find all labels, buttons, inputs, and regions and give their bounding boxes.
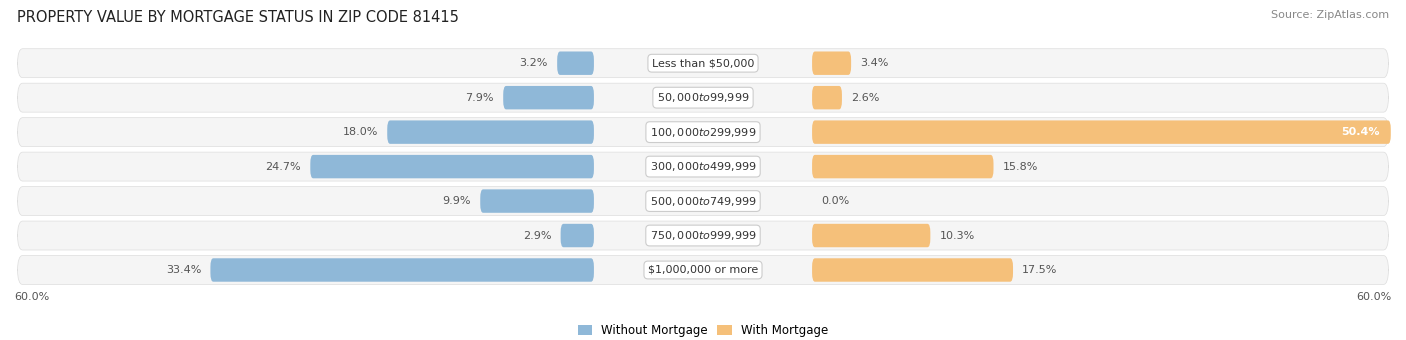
FancyBboxPatch shape (813, 51, 851, 75)
Legend: Without Mortgage, With Mortgage: Without Mortgage, With Mortgage (574, 319, 832, 340)
FancyBboxPatch shape (813, 155, 994, 178)
Text: 10.3%: 10.3% (939, 231, 974, 240)
Text: $100,000 to $299,999: $100,000 to $299,999 (650, 126, 756, 139)
Text: Source: ZipAtlas.com: Source: ZipAtlas.com (1271, 10, 1389, 20)
Text: $300,000 to $499,999: $300,000 to $499,999 (650, 160, 756, 173)
FancyBboxPatch shape (813, 86, 842, 109)
FancyBboxPatch shape (557, 51, 593, 75)
FancyBboxPatch shape (17, 256, 1389, 285)
Text: 3.2%: 3.2% (520, 58, 548, 68)
FancyBboxPatch shape (813, 120, 1391, 144)
FancyBboxPatch shape (17, 118, 1389, 147)
Text: 60.0%: 60.0% (14, 292, 49, 302)
Text: 17.5%: 17.5% (1022, 265, 1057, 275)
Text: PROPERTY VALUE BY MORTGAGE STATUS IN ZIP CODE 81415: PROPERTY VALUE BY MORTGAGE STATUS IN ZIP… (17, 10, 458, 25)
FancyBboxPatch shape (813, 258, 1012, 282)
FancyBboxPatch shape (17, 221, 1389, 250)
Text: 15.8%: 15.8% (1002, 162, 1038, 172)
Text: 2.9%: 2.9% (523, 231, 551, 240)
Text: 33.4%: 33.4% (166, 265, 201, 275)
FancyBboxPatch shape (481, 189, 593, 213)
FancyBboxPatch shape (813, 224, 931, 247)
FancyBboxPatch shape (387, 120, 593, 144)
Text: $50,000 to $99,999: $50,000 to $99,999 (657, 91, 749, 104)
FancyBboxPatch shape (561, 224, 593, 247)
FancyBboxPatch shape (503, 86, 593, 109)
Text: 3.4%: 3.4% (860, 58, 889, 68)
FancyBboxPatch shape (17, 152, 1389, 181)
Text: $750,000 to $999,999: $750,000 to $999,999 (650, 229, 756, 242)
Text: 18.0%: 18.0% (343, 127, 378, 137)
FancyBboxPatch shape (17, 83, 1389, 112)
Text: 2.6%: 2.6% (851, 93, 880, 103)
Text: 9.9%: 9.9% (443, 196, 471, 206)
FancyBboxPatch shape (17, 49, 1389, 78)
Text: Less than $50,000: Less than $50,000 (652, 58, 754, 68)
Text: $500,000 to $749,999: $500,000 to $749,999 (650, 194, 756, 207)
Text: 24.7%: 24.7% (266, 162, 301, 172)
Text: 7.9%: 7.9% (465, 93, 494, 103)
Text: $1,000,000 or more: $1,000,000 or more (648, 265, 758, 275)
FancyBboxPatch shape (17, 187, 1389, 216)
FancyBboxPatch shape (211, 258, 593, 282)
Text: 60.0%: 60.0% (1357, 292, 1392, 302)
Text: 50.4%: 50.4% (1341, 127, 1379, 137)
Text: 0.0%: 0.0% (821, 196, 849, 206)
FancyBboxPatch shape (311, 155, 593, 178)
